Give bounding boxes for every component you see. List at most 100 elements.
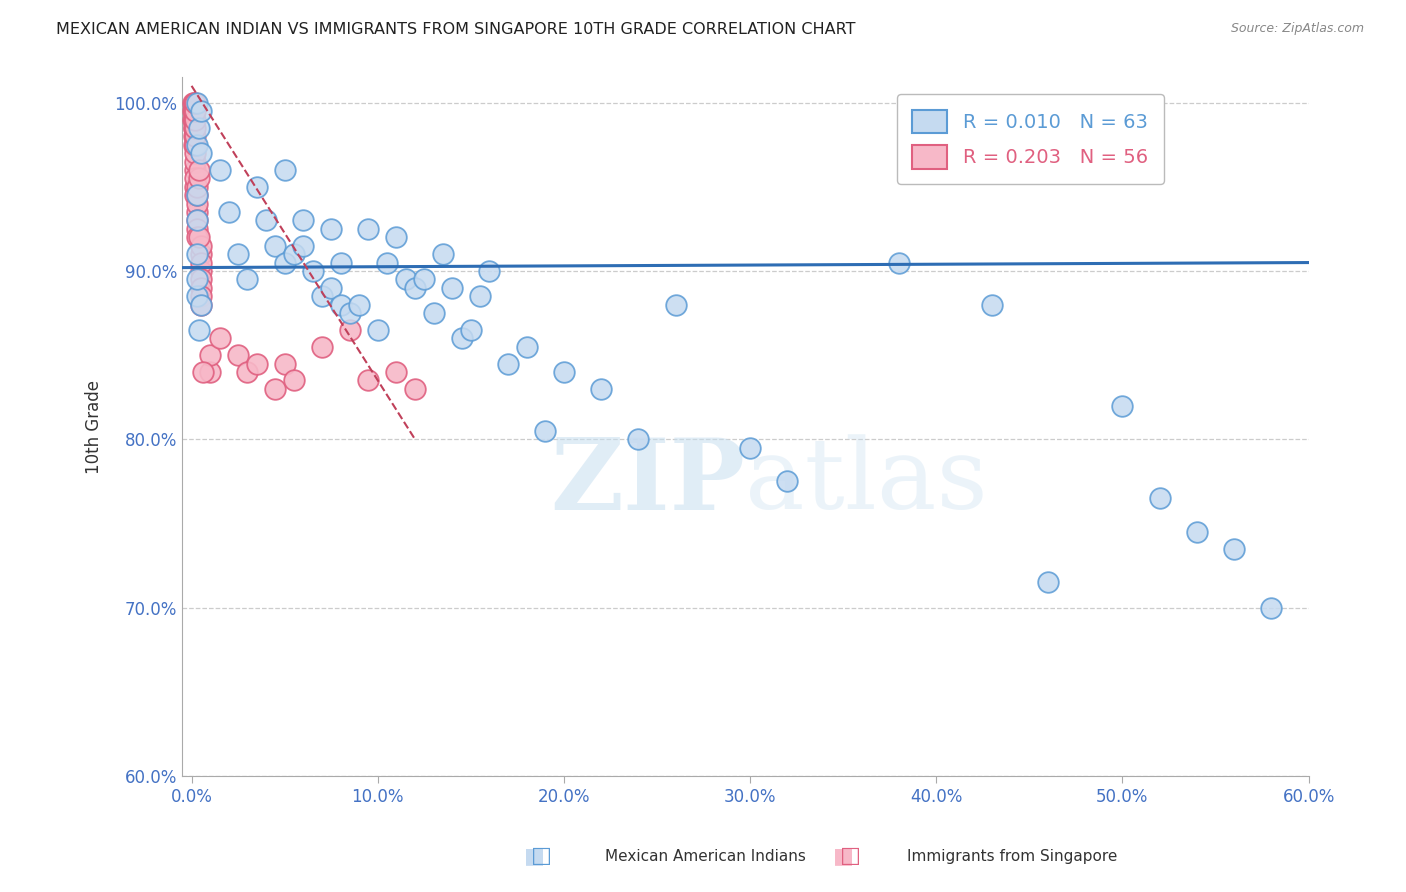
Point [184,112,207,127]
Point [188,171,211,186]
Point [186,196,208,211]
Point [432,247,454,261]
Point [1185,524,1208,539]
Point [627,432,650,446]
Text: □: □ [531,847,551,866]
Text: MEXICAN AMERICAN INDIAN VS IMMIGRANTS FROM SINGAPORE 10TH GRADE CORRELATION CHAR: MEXICAN AMERICAN INDIAN VS IMMIGRANTS FR… [56,22,856,37]
Point [1149,491,1171,505]
Point [347,298,370,312]
Point [329,298,352,312]
Point [186,230,208,244]
Point [468,289,491,303]
Point [184,163,207,178]
Point [183,104,205,119]
Point [1223,541,1246,556]
Point [183,129,205,144]
Point [184,171,207,186]
Point [208,331,231,345]
Point [190,238,212,252]
Point [184,188,207,202]
Point [200,365,222,379]
Point [441,281,464,295]
Point [186,247,208,261]
Point [188,230,211,244]
Point [184,129,207,144]
Point [183,112,205,127]
Point [413,272,436,286]
Point [311,289,333,303]
Point [321,222,343,236]
Point [186,137,208,152]
Point [186,213,208,227]
Point [516,340,538,354]
Point [200,348,222,362]
Point [1036,575,1059,590]
Point [184,95,207,110]
Point [246,179,269,194]
Point [186,289,208,303]
Point [188,323,211,337]
Point [186,179,208,194]
Point [357,373,380,387]
Point [183,95,205,110]
Point [184,146,207,161]
Point [273,255,295,269]
Point [329,255,352,269]
Point [450,331,472,345]
Point [246,357,269,371]
Point [404,281,426,295]
Point [183,104,205,119]
Point [188,120,211,135]
Point [1111,399,1133,413]
Point [186,222,208,236]
Point [301,264,323,278]
Point [887,255,910,269]
Point [186,188,208,202]
Point [190,264,212,278]
Point [273,163,295,178]
Point [981,298,1004,312]
Point [190,255,212,269]
Point [186,272,208,286]
Point [183,104,205,119]
Point [339,306,361,320]
Point [496,357,519,371]
Point [236,365,259,379]
Point [273,357,295,371]
Text: Mexican American Indians: Mexican American Indians [605,849,806,863]
Point [184,154,207,169]
Point [283,373,305,387]
Point [186,205,208,219]
Point [460,323,482,337]
Point [184,120,207,135]
Point [478,264,501,278]
Text: ■: ■ [834,847,853,866]
Point [218,205,240,219]
Point [264,238,287,252]
Point [385,365,408,379]
Point [183,95,205,110]
Point [283,247,305,261]
Point [357,222,380,236]
Text: ZIP: ZIP [551,434,745,531]
Point [534,424,557,438]
Point [190,298,212,312]
Point [186,188,208,202]
Point [776,475,799,489]
Point [208,163,231,178]
Point [665,298,688,312]
Point [184,179,207,194]
Point [190,272,212,286]
Point [226,247,249,261]
Point [186,95,208,110]
Point [226,348,249,362]
Point [183,137,205,152]
Point [236,272,259,286]
Point [404,382,426,396]
Point [395,272,418,286]
Point [183,120,205,135]
Point [1260,600,1282,615]
Text: ■: ■ [524,847,544,866]
Point [191,365,214,379]
Text: □: □ [841,847,860,866]
